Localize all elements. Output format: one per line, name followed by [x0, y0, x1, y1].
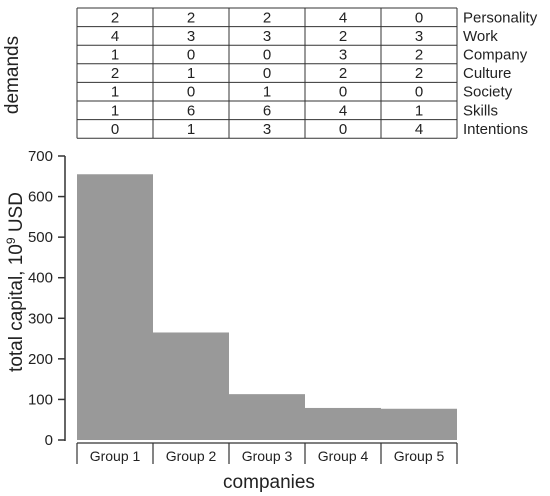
y-tick-label: 700 [28, 148, 53, 165]
table-cell: 3 [187, 28, 195, 45]
table-row-label: Intentions [463, 121, 528, 138]
table-side-label: demands [2, 36, 23, 114]
table-row-label: Society [463, 84, 513, 101]
table-row-label: Work [463, 28, 498, 45]
table-cell: 1 [111, 47, 119, 64]
table-cell: 0 [415, 84, 423, 101]
table-cell: 0 [187, 84, 195, 101]
table-cell: 1 [111, 84, 119, 101]
bar-5 [381, 408, 457, 440]
table-cell: 2 [263, 9, 271, 26]
table-cell: 3 [339, 47, 347, 64]
table-cell: 0 [111, 121, 119, 138]
table-cell: 0 [339, 84, 347, 101]
table-cell: 1 [187, 65, 195, 82]
y-axis-title-unit: USD [6, 192, 27, 237]
x-tick-label: Group 2 [166, 448, 217, 464]
table-cell: 0 [263, 65, 271, 82]
bar-2 [153, 332, 229, 440]
y-axis-title-exponent: 9 [4, 237, 18, 244]
table-cell: 6 [263, 102, 271, 119]
table-cell: 4 [111, 28, 119, 45]
table-cell: 2 [415, 65, 423, 82]
y-tick-label: 0 [45, 432, 53, 449]
bar-4 [305, 407, 381, 440]
table-row-label: Skills [463, 102, 498, 119]
y-tick-label: 500 [28, 229, 53, 246]
table-cell: 2 [415, 47, 423, 64]
table-cell: 1 [111, 102, 119, 119]
bar-3 [229, 394, 305, 440]
table-cell: 2 [187, 9, 195, 26]
y-tick-label: 300 [28, 310, 53, 327]
x-axis-title: companies [223, 472, 315, 493]
table-cell: 1 [415, 102, 423, 119]
table-cell: 4 [339, 9, 347, 26]
table-cell: 2 [111, 9, 119, 26]
table-cell: 6 [187, 102, 195, 119]
table-row-label: Personality [463, 9, 538, 26]
x-tick-label: Group 4 [318, 448, 369, 464]
table-cell: 0 [339, 121, 347, 138]
y-tick-label: 200 [28, 351, 53, 368]
table-row-label: Company [463, 47, 528, 64]
y-tick-label: 600 [28, 189, 53, 206]
bar-1 [77, 174, 153, 440]
table-cell: 2 [111, 65, 119, 82]
table-cell: 3 [415, 28, 423, 45]
y-tick-label: 100 [28, 391, 53, 408]
x-tick-label: Group 3 [242, 448, 293, 464]
table-cell: 2 [339, 65, 347, 82]
table-cell: 3 [263, 28, 271, 45]
table-row-label: Culture [463, 65, 511, 82]
table-cell: 4 [339, 102, 347, 119]
table-cell: 1 [263, 84, 271, 101]
y-tick-label: 400 [28, 270, 53, 287]
table-cell: 3 [263, 121, 271, 138]
x-tick-label: Group 5 [394, 448, 445, 464]
table-cell: 1 [187, 121, 195, 138]
y-axis-title-text: total capital, 10 [6, 244, 27, 372]
y-axis-title: total capital, 109 USD [4, 192, 27, 372]
table-cell: 0 [187, 47, 195, 64]
table-cell: 0 [415, 9, 423, 26]
table-cell: 0 [263, 47, 271, 64]
table-cell: 2 [339, 28, 347, 45]
x-tick-label: Group 1 [90, 448, 141, 464]
table-cell: 4 [415, 121, 423, 138]
bar-plot: 0 100 200 300 400 500 600 700 Group 1 Group 2 Grou… [28, 148, 458, 464]
